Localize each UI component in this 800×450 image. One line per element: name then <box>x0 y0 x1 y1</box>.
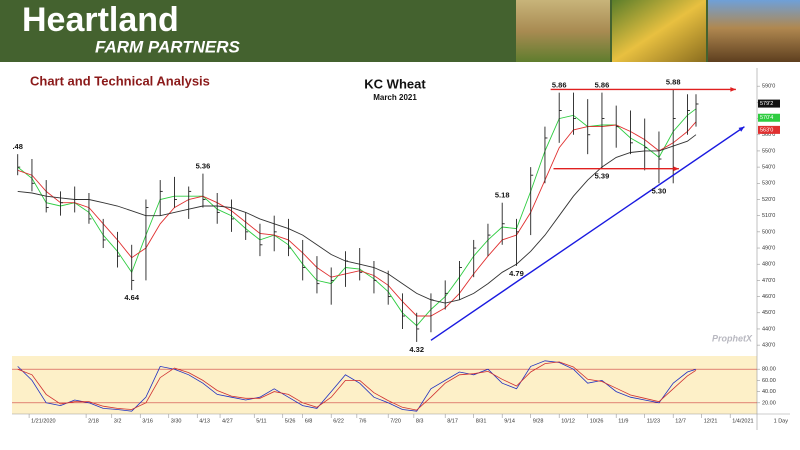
x-tick-label: 9/14 <box>504 418 515 424</box>
price-annotation: 5.36 <box>196 162 211 171</box>
osc-tick-label: 80.00 <box>762 367 776 373</box>
x-tick-label: 11/9 <box>618 418 628 424</box>
y-tick-label: 510'0 <box>762 213 775 219</box>
x-tick-label: 6/8 <box>305 418 313 424</box>
x-tick-label: 11/23 <box>647 418 660 424</box>
x-tick-label: 7/6 <box>359 418 367 424</box>
price-annotation: 5.39 <box>595 172 610 181</box>
osc-tick-label: 60.00 <box>762 378 776 384</box>
x-tick-label: 8/31 <box>476 418 487 424</box>
y-tick-label: 520'0 <box>762 197 775 203</box>
price-annotation: 5.88 <box>666 77 681 86</box>
chart-subtitle: March 2021 <box>373 93 417 102</box>
x-tick-label: 12/7 <box>675 418 686 424</box>
x-tick-label: 7/20 <box>390 418 401 424</box>
y-tick-label: 440'0 <box>762 326 775 332</box>
brand-title: Heartland <box>22 1 179 39</box>
osc-tick-label: 40.00 <box>762 389 776 395</box>
moving-average <box>17 108 697 327</box>
x-tick-label: 2/18 <box>88 418 99 424</box>
price-annotation: 5.30 <box>652 186 667 195</box>
price-annotation: 5.86 <box>552 81 567 90</box>
arrow-head <box>673 166 679 172</box>
x-tick-label: 1/4/2021 <box>732 418 753 424</box>
arrow-head <box>738 126 745 132</box>
x-tick-label: 3/16 <box>142 418 153 424</box>
x-tick-label: 1/21/2020 <box>31 418 55 424</box>
price-annotation: 4.79 <box>509 269 524 278</box>
y-tick-label: 500'0 <box>762 229 775 235</box>
header-photo <box>516 0 610 62</box>
x-tick-label: 4/13 <box>199 418 210 424</box>
chart-title: KC Wheat <box>364 76 426 91</box>
x-tick-label: 5/11 <box>256 418 266 424</box>
y-tick-label: 530'0 <box>762 181 775 187</box>
y-tick-label: 590'0 <box>762 84 775 90</box>
x-tick-label: 4/27 <box>222 418 233 424</box>
x-tick-label: 3/2 <box>114 418 122 424</box>
x-tick-label: 10/26 <box>590 418 604 424</box>
x-tick-label: 12/21 <box>704 418 718 424</box>
price-tag-label: 579'2 <box>760 101 773 107</box>
header-photo <box>612 0 706 62</box>
price-annotation: 4.64 <box>124 293 139 302</box>
y-tick-label: 460'0 <box>762 294 775 300</box>
heading: Chart and Technical Analysis <box>30 73 210 88</box>
oscillator-panel <box>12 356 757 414</box>
watermark: ProphetX <box>712 333 753 343</box>
price-tag-label: 563'0 <box>760 127 773 133</box>
moving-average <box>17 134 697 304</box>
x-tick-label: 5/26 <box>285 418 296 424</box>
y-tick-label: 470'0 <box>762 278 775 284</box>
y-tick-label: 490'0 <box>762 245 775 251</box>
oscillator-line <box>17 360 697 412</box>
period-label: 1 Day <box>774 418 789 424</box>
price-annotation: 5.18 <box>495 191 510 200</box>
x-tick-label: 9/28 <box>533 418 544 424</box>
arrow-head <box>730 87 736 92</box>
price-annotation: 4.32 <box>409 345 424 354</box>
x-tick-label: 8/17 <box>447 418 458 424</box>
price-tag <box>758 99 780 108</box>
x-tick-label: 10/12 <box>561 418 575 424</box>
oscillator-line <box>17 361 697 411</box>
price-annotation: 5.86 <box>595 81 610 90</box>
header-photo <box>708 0 800 62</box>
brand-subtitle: FARM PARTNERS <box>95 37 240 56</box>
price-tag <box>758 113 780 122</box>
x-tick-label: 3/30 <box>171 418 182 424</box>
y-tick-label: 540'0 <box>762 165 775 171</box>
x-tick-label: 8/3 <box>416 418 424 424</box>
y-tick-label: 430'0 <box>762 343 775 349</box>
price-tag <box>758 125 780 134</box>
x-tick-label: 6/22 <box>333 418 344 424</box>
y-tick-label: 550'0 <box>762 148 775 154</box>
y-tick-label: 560'0 <box>762 132 775 138</box>
trend-line <box>430 126 745 341</box>
price-tag-label: 570'4 <box>760 115 773 121</box>
osc-tick-label: 20.00 <box>762 400 776 406</box>
price-annotation: .48 <box>12 142 22 151</box>
moving-average <box>17 121 697 317</box>
y-tick-label: 480'0 <box>762 262 775 268</box>
y-tick-label: 450'0 <box>762 310 775 316</box>
